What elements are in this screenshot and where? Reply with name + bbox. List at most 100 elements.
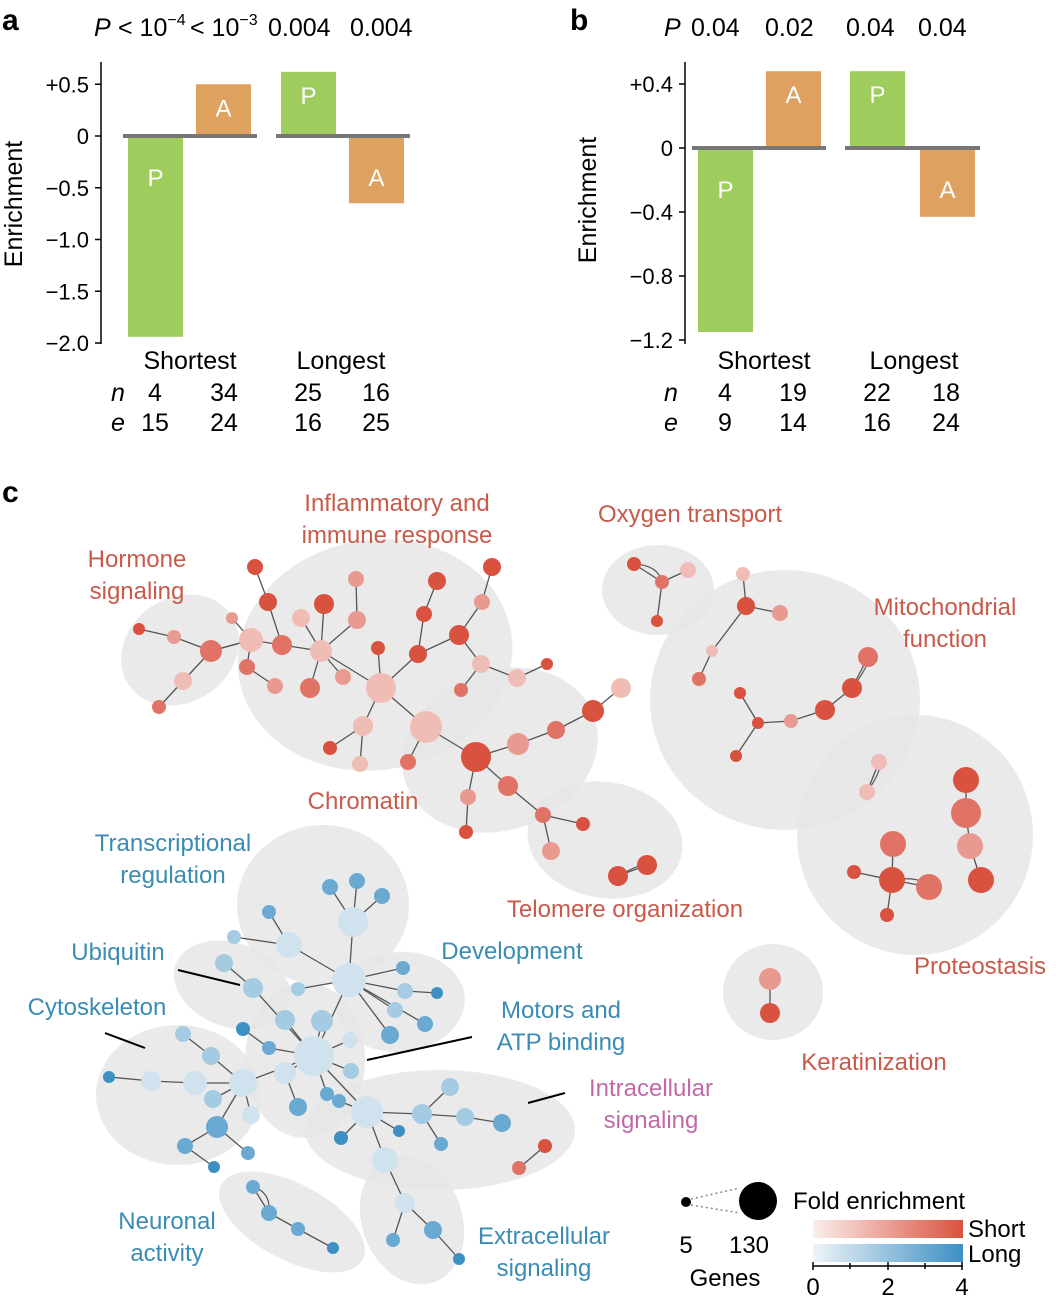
network-node	[541, 658, 553, 670]
network-node	[177, 1138, 193, 1154]
network-node	[152, 700, 166, 714]
bar	[349, 136, 404, 204]
network-node	[507, 733, 529, 755]
fold-tick-4: 4	[955, 1274, 968, 1298]
network-node	[474, 594, 490, 610]
y-axis-label: Enrichment	[574, 137, 602, 263]
y-tick-label: −2.0	[46, 331, 89, 356]
n-value: 4	[148, 379, 162, 407]
e-value: 15	[141, 409, 169, 437]
network-node	[338, 907, 368, 937]
network-node	[386, 1233, 400, 1247]
y-tick-label: −1.0	[46, 228, 89, 253]
network-node	[262, 1041, 276, 1055]
cluster-blob	[121, 594, 239, 706]
bar-label: A	[215, 95, 231, 122]
network-node	[454, 683, 468, 697]
network-node	[322, 879, 338, 895]
network-node	[247, 559, 263, 575]
label-extracellular-2: signaling	[497, 1255, 592, 1282]
network-node	[291, 1222, 305, 1236]
bar-label: P	[717, 177, 733, 204]
y-tick-label: −1.2	[630, 328, 673, 353]
network-node	[627, 557, 641, 571]
panel-letter-b: b	[570, 4, 588, 37]
bar-label: A	[368, 165, 384, 192]
network-node	[141, 1071, 161, 1091]
e-value: 14	[779, 409, 807, 437]
bar	[766, 71, 821, 148]
network-node	[167, 630, 181, 644]
network-node	[334, 1131, 348, 1145]
label-transcriptional-1: Transcriptional	[95, 830, 252, 857]
cytoskeleton-pointer	[104, 1032, 146, 1049]
n-row-label: n	[111, 379, 125, 407]
network-node	[241, 1146, 255, 1160]
network-node	[243, 978, 263, 998]
network-node	[608, 866, 628, 886]
bar-label: P	[147, 165, 163, 192]
label-inflammatory-2: immune response	[302, 522, 493, 549]
network-node	[772, 605, 788, 621]
fold-axis-ticks	[812, 1262, 963, 1270]
network-node	[680, 562, 696, 578]
network-node	[512, 1161, 526, 1175]
n-value: 22	[863, 379, 891, 407]
network-node	[542, 842, 560, 860]
network-node	[880, 908, 894, 922]
intracellular-pointer	[527, 1092, 566, 1104]
y-tick-label: −1.5	[46, 279, 89, 304]
long-gradient-bar	[813, 1244, 963, 1262]
bar-label: P	[869, 82, 885, 109]
network-node	[393, 1125, 405, 1137]
network-node	[538, 1139, 552, 1153]
e-value: 24	[932, 409, 960, 437]
label-motors-2: ATP binding	[497, 1029, 626, 1056]
p-value: 0.004	[268, 14, 331, 42]
network-node	[262, 905, 276, 919]
network-node	[461, 742, 491, 772]
network-node	[759, 968, 781, 990]
network-node	[103, 1071, 115, 1083]
label-extracellular-1: Extracellular	[478, 1223, 610, 1250]
e-value: 24	[210, 409, 238, 437]
n-value: 4	[718, 379, 732, 407]
network-node	[412, 1104, 432, 1124]
network-node	[202, 1047, 220, 1065]
network-node	[871, 754, 887, 770]
network-node	[259, 593, 277, 611]
network-node	[692, 672, 706, 686]
label-development: Development	[441, 938, 583, 965]
p-value: < 10−4	[118, 12, 186, 42]
network-node	[294, 1036, 334, 1076]
network-node	[957, 833, 983, 859]
legend: 5 130 Genes Fold enrichment Short Long 0…	[679, 1182, 1026, 1298]
network-node	[879, 867, 905, 893]
network-node	[752, 717, 764, 729]
long-legend-label: Long	[968, 1241, 1021, 1268]
group-label: Shortest	[143, 347, 236, 375]
bar	[281, 71, 336, 136]
network-node	[760, 1003, 780, 1023]
e-row-label: e	[111, 409, 125, 437]
group-label: Shortest	[717, 347, 810, 375]
network-node	[215, 954, 233, 972]
fold-legend-title: Fold enrichment	[793, 1188, 965, 1215]
panel-letter-a: a	[2, 4, 19, 37]
network-node	[311, 1010, 333, 1032]
network-node	[858, 647, 878, 667]
label-keratinization: Keratinization	[801, 1049, 946, 1076]
n-value: 19	[779, 379, 807, 407]
e-value: 25	[362, 409, 390, 437]
size-legend-connector-bottom	[690, 1204, 741, 1214]
short-legend-label: Short	[968, 1216, 1026, 1243]
network-node	[246, 1180, 260, 1194]
label-ubiquitin: Ubiquitin	[71, 939, 164, 966]
network-node	[300, 678, 320, 698]
bar-label: P	[300, 83, 316, 110]
network-node	[352, 756, 368, 772]
y-tick-label: −0.4	[630, 200, 673, 225]
network-node	[859, 784, 875, 800]
network-node	[880, 831, 906, 857]
